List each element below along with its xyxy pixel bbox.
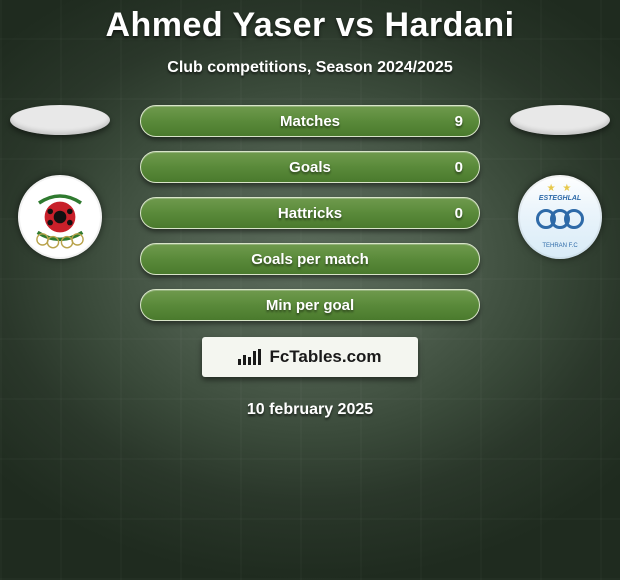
crest-right-stars-icon: ★ ★: [547, 183, 574, 194]
page-title: Ahmed Yaser vs Hardani: [105, 6, 514, 45]
crest-right-rings-icon: [536, 209, 584, 229]
stat-value: 0: [455, 159, 463, 176]
club-crest-left: [18, 175, 102, 259]
comparison-stage: ★ ★ ESTEGHLAL TEHRAN F.C Matches 9 Goals…: [0, 105, 620, 321]
crest-right-footer-text: TEHRAN F.C: [542, 243, 577, 249]
bar-chart-icon: [238, 349, 261, 365]
date-text: 10 february 2025: [247, 401, 373, 419]
stat-bar-hattricks: Hattricks 0: [140, 197, 480, 229]
brand-text: FcTables.com: [269, 347, 381, 367]
brand-box: FcTables.com: [202, 337, 418, 377]
player-left-oval: [10, 105, 110, 135]
player-right-column: ★ ★ ESTEGHLAL TEHRAN F.C: [510, 105, 610, 259]
stat-bar-min-per-goal: Min per goal: [140, 289, 480, 321]
stat-value: 0: [455, 205, 463, 222]
stat-bars: Matches 9 Goals 0 Hattricks 0 Goals per …: [140, 105, 480, 321]
stat-label: Goals per match: [251, 251, 369, 268]
crest-left-svg: [25, 182, 95, 252]
stat-label: Hattricks: [278, 205, 342, 222]
stat-bar-goals: Goals 0: [140, 151, 480, 183]
stat-bar-matches: Matches 9: [140, 105, 480, 137]
club-crest-right: ★ ★ ESTEGHLAL TEHRAN F.C: [518, 175, 602, 259]
player-right-oval: [510, 105, 610, 135]
player-left-column: [10, 105, 110, 259]
stat-label: Min per goal: [266, 297, 354, 314]
stat-label: Goals: [289, 159, 331, 176]
crest-right-arc-text: ESTEGHLAL: [539, 195, 581, 202]
stat-value: 9: [455, 113, 463, 130]
page-subtitle: Club competitions, Season 2024/2025: [167, 59, 452, 77]
content-root: Ahmed Yaser vs Hardani Club competitions…: [0, 0, 620, 580]
stat-bar-goals-per-match: Goals per match: [140, 243, 480, 275]
stat-label: Matches: [280, 113, 340, 130]
